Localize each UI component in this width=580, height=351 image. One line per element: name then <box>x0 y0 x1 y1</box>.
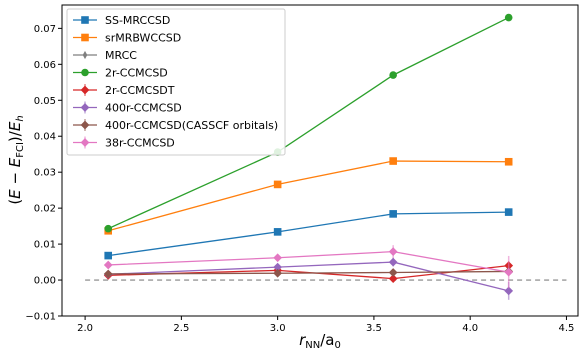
data-point <box>103 260 113 270</box>
y-axis-label: (E − EFCI)/Eh <box>6 115 26 204</box>
legend-label: 2r-CCMCSDT <box>105 84 175 97</box>
data-point <box>273 262 283 272</box>
data-point <box>82 50 88 60</box>
data-point <box>389 210 397 218</box>
legend: SS-MRCCSD srMRBWCCSD MRCC 2r-CCMCSD 2r-CCMCS… <box>66 8 286 156</box>
data-point <box>81 33 89 42</box>
legend-label: 2r-CCMCSD <box>105 67 168 80</box>
y-tick-label: 0.06 <box>34 60 56 71</box>
data-point <box>388 247 398 257</box>
x-tick-label: 4.0 <box>462 323 478 334</box>
data-point <box>80 120 90 130</box>
y-tick-label: 0.02 <box>34 204 56 215</box>
data-point <box>80 85 90 95</box>
y-tick-label: 0.03 <box>34 168 56 179</box>
x-tick-label: 2.5 <box>173 323 189 334</box>
legend-item: 400r-CCMCSD <box>73 101 182 115</box>
data-point <box>80 138 90 147</box>
data-point <box>273 253 283 263</box>
x-tick-label: 4.5 <box>558 323 574 334</box>
data-point <box>103 269 113 279</box>
legend-item: srMRBWCCSD <box>73 32 181 45</box>
y-tick-label: −0.01 <box>25 312 56 323</box>
series-ss-mrccsd <box>104 208 513 260</box>
axes-layer: 2.0 2.5 3.0 3.5 4.0 4.5 −0.01 0.00 0.01 0.02 0.03 0… <box>25 24 574 334</box>
legend-item: 38r-CCMCSD <box>73 136 175 150</box>
data-point <box>504 13 513 22</box>
y-tick-label: 0.05 <box>34 96 56 107</box>
data-point <box>273 228 282 236</box>
plot-frame <box>61 4 579 317</box>
data-point <box>273 268 283 278</box>
series-line <box>107 17 509 230</box>
data-point <box>273 180 282 189</box>
data-point <box>388 268 398 277</box>
legend-label: SS-MRCCSD <box>105 14 170 27</box>
legend-item: 2r-CCMCSD <box>73 67 168 80</box>
data-point <box>504 267 514 277</box>
data-point <box>80 103 90 112</box>
legend-label: srMRBWCCSD <box>105 32 181 45</box>
series-line <box>108 261 509 292</box>
data-point <box>81 68 89 77</box>
legend-label: 400r-CCMCSD(CASSCF orbitals) <box>105 119 278 132</box>
series-line <box>108 160 509 232</box>
legend-item: MRCC <box>73 49 137 62</box>
series-line <box>108 250 509 273</box>
legend-label: 38r-CCMCSD <box>105 137 175 150</box>
legend-item: SS-MRCCSD <box>73 14 170 27</box>
data-point <box>388 257 398 267</box>
data-point <box>504 157 513 166</box>
data-point <box>104 224 113 233</box>
y-tick-label: 0.01 <box>34 240 56 251</box>
data-point <box>388 274 398 283</box>
legend-item: 400r-CCMCSD(CASSCF orbitals) <box>73 119 278 132</box>
series-38r-ccmcsd <box>103 245 514 289</box>
y-tick-label: 0.07 <box>34 24 56 35</box>
data-point <box>81 16 89 24</box>
legend-label: MRCC <box>105 49 137 62</box>
legend-label: 400r-CCMCSD <box>105 102 182 115</box>
data-point <box>104 251 113 260</box>
data-point <box>504 286 514 296</box>
series-line <box>108 270 509 275</box>
data-point <box>389 71 397 79</box>
y-tick-label: 0.00 <box>34 276 56 287</box>
series-line <box>108 211 509 257</box>
data-point <box>389 157 397 165</box>
x-tick-label: 3.5 <box>366 323 382 334</box>
y-tick-label: 0.04 <box>34 132 56 143</box>
x-tick-label: 2.0 <box>77 323 93 334</box>
x-axis-label: rNN/a0 <box>299 331 341 351</box>
legend-box <box>66 8 286 156</box>
data-point <box>504 208 513 216</box>
legend-item: 2r-CCMCSDT <box>73 84 175 97</box>
x-tick-label: 3.0 <box>270 323 286 334</box>
